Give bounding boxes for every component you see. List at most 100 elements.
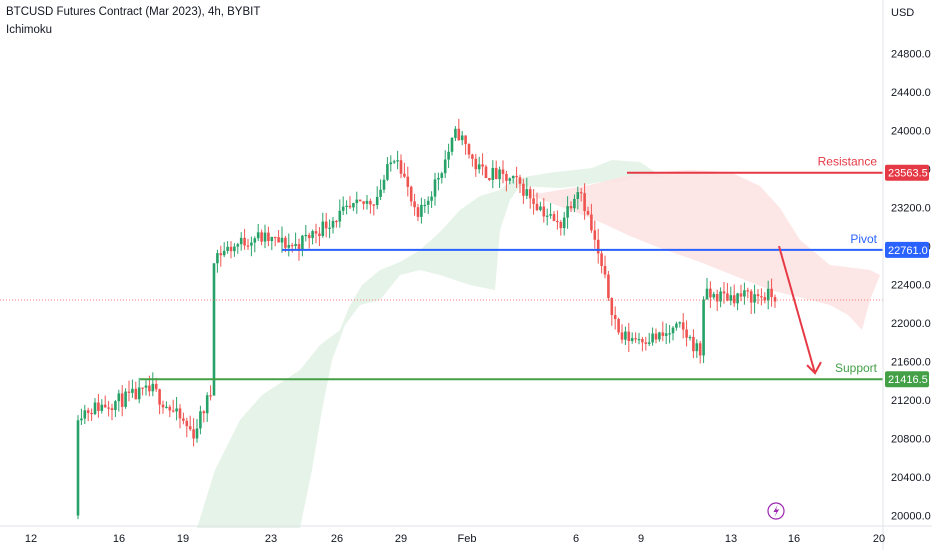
- candle-down: [307, 234, 311, 239]
- candle-up: [420, 204, 423, 217]
- candle-down: [185, 420, 189, 427]
- candle-up: [396, 160, 399, 162]
- candle-up: [301, 235, 304, 250]
- candle-down: [542, 206, 546, 217]
- candle-up: [93, 402, 97, 415]
- candle-up: [199, 411, 202, 429]
- support-label: Support: [835, 361, 878, 375]
- candle-down: [760, 296, 763, 298]
- candle-up: [114, 401, 117, 411]
- candle-down: [661, 332, 665, 336]
- candle-down: [348, 205, 352, 208]
- candle-down: [692, 336, 695, 352]
- candle-up: [80, 418, 83, 421]
- lightning-icon-bolt: [773, 505, 779, 517]
- candle-up: [498, 169, 501, 180]
- candle-up: [263, 232, 267, 242]
- price-axis-currency: USD: [891, 7, 914, 19]
- candle-down: [644, 342, 648, 344]
- candle-down: [501, 169, 505, 174]
- candle-up: [294, 244, 297, 246]
- candle-up: [205, 395, 209, 414]
- candle-down: [229, 246, 233, 252]
- candle-up: [423, 204, 427, 207]
- candle-up: [539, 206, 542, 211]
- candle-down: [770, 288, 773, 298]
- price-tick-label: 20400.0: [891, 472, 931, 484]
- candle-down: [192, 429, 195, 439]
- candle-down: [586, 211, 590, 215]
- candle-down: [267, 232, 270, 242]
- candle-down: [243, 237, 246, 246]
- candle-down: [335, 220, 338, 223]
- candle-down: [613, 315, 617, 320]
- candle-down: [107, 407, 110, 409]
- candle-down: [654, 333, 658, 340]
- candle-down: [634, 338, 637, 340]
- candle-down: [698, 343, 702, 356]
- candle-down: [603, 265, 607, 275]
- resistance-label: Resistance: [818, 155, 878, 169]
- candle-down: [86, 410, 90, 413]
- candle-up: [287, 245, 291, 248]
- candle-up: [664, 333, 668, 336]
- candle-up: [651, 333, 654, 343]
- candle-down: [515, 175, 518, 178]
- candle-up: [131, 388, 134, 393]
- candle-down: [600, 253, 603, 266]
- candle-down: [103, 404, 107, 408]
- candle-down: [202, 411, 206, 414]
- candle-up: [345, 205, 348, 207]
- chart-symbol-title[interactable]: BTCUSD Futures Contract (Mar 2023), 4h, …: [6, 6, 261, 18]
- candle-down: [556, 220, 559, 223]
- candle-up: [100, 404, 104, 411]
- candle-up: [460, 135, 464, 141]
- candle-up: [341, 206, 345, 211]
- price-tick-label: 20800.0: [891, 434, 931, 446]
- candle-up: [311, 231, 314, 239]
- candle-up: [426, 200, 430, 205]
- lightning-icon[interactable]: [767, 502, 785, 520]
- time-tick-label: 19: [177, 533, 189, 545]
- candle-down: [569, 206, 573, 209]
- price-tick-label: 23200.0: [891, 203, 931, 215]
- indicator-name[interactable]: Ichimoku: [6, 24, 53, 36]
- candle-up: [216, 253, 219, 264]
- candle-up: [573, 198, 576, 209]
- price-tick-label: 22400.0: [891, 280, 931, 292]
- candle-down: [406, 176, 410, 187]
- candle-down: [494, 167, 498, 180]
- candle-up: [566, 206, 569, 218]
- candle-up: [511, 175, 515, 179]
- candle-up: [688, 336, 692, 339]
- candle-down: [726, 293, 729, 301]
- price-tick-label: 20000.0: [891, 511, 931, 523]
- candle-down: [763, 297, 767, 301]
- candle-down: [474, 158, 478, 170]
- candle-up: [437, 177, 440, 180]
- candle-down: [722, 291, 726, 294]
- candle-down: [178, 408, 182, 419]
- time-tick-label: 20: [873, 533, 885, 545]
- candle-up: [743, 290, 746, 297]
- candle-up: [440, 173, 444, 178]
- candle-up: [375, 196, 379, 206]
- candle-down: [488, 177, 491, 180]
- time-tick-label: 16: [113, 533, 125, 545]
- candle-up: [389, 162, 393, 165]
- candle-up: [175, 408, 178, 412]
- candle-up: [668, 333, 671, 335]
- candle-down: [97, 402, 100, 411]
- time-tick-label: 23: [265, 533, 277, 545]
- candle-up: [331, 220, 335, 228]
- candle-down: [171, 410, 175, 412]
- candle-up: [443, 159, 447, 174]
- projection-arrow-shaft: [778, 245, 816, 374]
- candle-down: [246, 245, 250, 247]
- candle-down: [617, 319, 620, 333]
- candle-up: [195, 428, 199, 439]
- price-tick-label: 22000.0: [891, 318, 931, 330]
- candles: [76, 118, 777, 520]
